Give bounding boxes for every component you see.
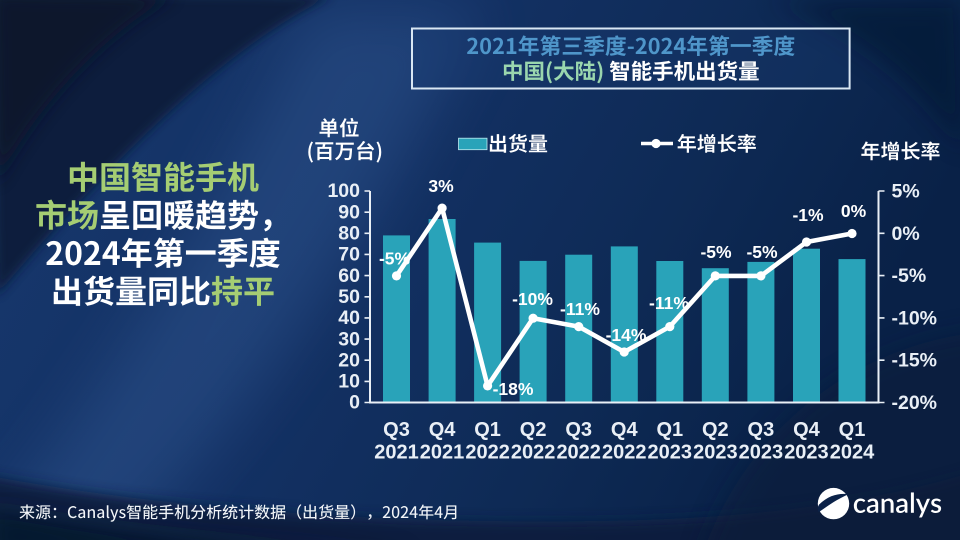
svg-text:-20%: -20% (892, 392, 938, 414)
svg-text:40: 40 (338, 307, 360, 329)
svg-text:-10%: -10% (892, 307, 938, 329)
svg-text:Q1: Q1 (839, 419, 866, 441)
svg-text:60: 60 (338, 265, 360, 287)
svg-text:Q4: Q4 (793, 419, 821, 441)
svg-text:100: 100 (327, 180, 360, 202)
svg-text:-5%: -5% (379, 249, 411, 269)
svg-text:-11%: -11% (560, 299, 600, 319)
svg-text:-10%: -10% (512, 289, 553, 309)
svg-text:0%: 0% (841, 201, 867, 221)
svg-text:Q3: Q3 (383, 419, 410, 441)
svg-text:2023: 2023 (739, 442, 784, 464)
svg-text:80: 80 (338, 223, 360, 245)
svg-text:2023: 2023 (648, 442, 693, 464)
svg-text:10: 10 (338, 371, 360, 393)
svg-text:30: 30 (338, 328, 360, 350)
svg-text:-5%: -5% (700, 242, 732, 262)
svg-text:5%: 5% (892, 181, 920, 203)
svg-text:Q2: Q2 (520, 419, 547, 441)
svg-text:-5%: -5% (892, 265, 927, 287)
svg-text:2023: 2023 (693, 442, 738, 464)
svg-text:2021: 2021 (374, 442, 419, 464)
svg-text:2022: 2022 (511, 442, 556, 464)
svg-text:2021: 2021 (420, 442, 465, 464)
svg-text:Q4: Q4 (429, 419, 457, 441)
svg-text:0%: 0% (892, 223, 920, 245)
svg-text:3%: 3% (428, 176, 454, 196)
svg-text:Q1: Q1 (474, 419, 501, 441)
svg-text:Q4: Q4 (611, 419, 639, 441)
svg-text:50: 50 (338, 286, 360, 308)
svg-text:-11%: -11% (649, 293, 689, 313)
svg-text:-14%: -14% (606, 325, 647, 345)
svg-text:-1%: -1% (792, 205, 824, 225)
svg-text:-18%: -18% (493, 379, 534, 399)
svg-text:2023: 2023 (784, 442, 829, 464)
svg-text:Q1: Q1 (656, 419, 683, 441)
svg-text:-5%: -5% (746, 242, 778, 262)
svg-text:90: 90 (338, 201, 360, 223)
svg-text:2022: 2022 (465, 442, 510, 464)
svg-text:-15%: -15% (892, 350, 938, 372)
svg-text:Q2: Q2 (702, 419, 729, 441)
svg-text:2024: 2024 (830, 442, 875, 464)
svg-text:2022: 2022 (602, 442, 647, 464)
svg-text:20: 20 (338, 349, 360, 371)
svg-text:0: 0 (349, 392, 360, 414)
svg-text:Q3: Q3 (565, 419, 592, 441)
svg-text:2022: 2022 (556, 442, 601, 464)
svg-text:Q3: Q3 (748, 419, 775, 441)
svg-text:70: 70 (338, 244, 360, 266)
